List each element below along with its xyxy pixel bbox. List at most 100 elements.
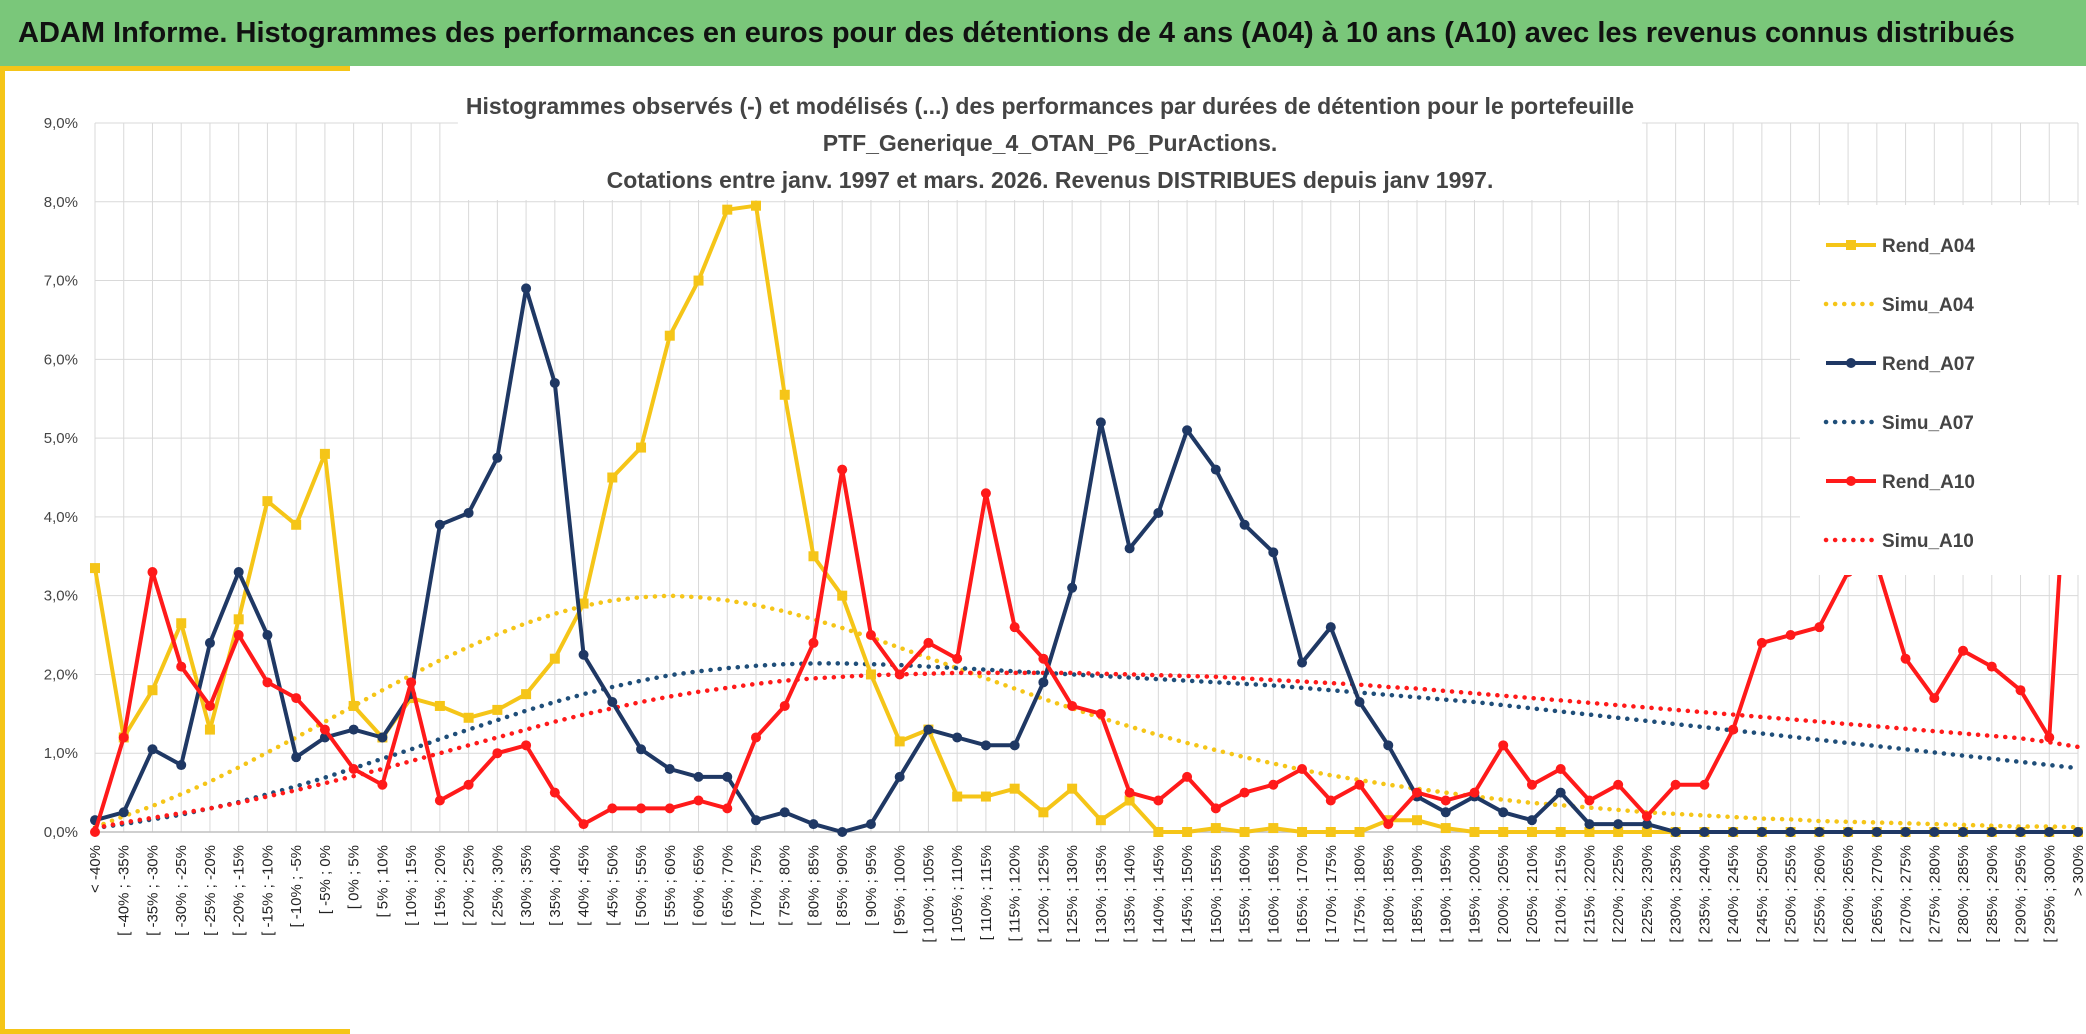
point-rend-a10	[118, 732, 129, 743]
point-rend-a07	[1526, 815, 1537, 826]
legend-marker-rend-a10	[1846, 476, 1856, 486]
x-tick-label: [ 135% ; 140%	[1122, 845, 1139, 943]
point-rend-a10	[722, 803, 733, 814]
point-rend-a07	[1325, 622, 1336, 633]
point-rend-a04	[1067, 783, 1078, 794]
point-rend-a10	[808, 637, 819, 648]
point-rend-a10	[1095, 708, 1106, 719]
y-tick-label: 3,0%	[44, 588, 78, 605]
point-rend-a04	[319, 448, 330, 459]
point-rend-a10	[1785, 630, 1796, 641]
x-tick-label: [ 210% ; 215%	[1553, 845, 1570, 943]
x-tick-label: [ 175% ; 180%	[1352, 845, 1369, 943]
x-tick-label: [ 260% ; 265%	[1840, 845, 1857, 943]
point-rend-a04	[1268, 823, 1279, 834]
point-rend-a07	[865, 819, 876, 830]
point-rend-a07	[1210, 464, 1221, 475]
point-rend-a10	[664, 803, 675, 814]
point-rend-a10	[1153, 795, 1164, 806]
legend-label-simu-a07: Simu_A07	[1882, 413, 1974, 434]
point-rend-a10	[1009, 622, 1020, 633]
x-tick-label: [ 15% ; 20%	[432, 845, 449, 926]
point-rend-a07	[808, 819, 819, 830]
x-tick-label: [ 50% ; 55%	[633, 845, 650, 926]
point-rend-a04	[262, 496, 273, 507]
chart-title-line-1: Histogrammes observés (-) et modélisés (…	[466, 93, 1634, 119]
accent-bar-left	[0, 66, 5, 1034]
point-rend-a10	[1900, 653, 1911, 664]
point-rend-a07	[2015, 827, 2026, 837]
point-rend-a07	[262, 630, 273, 641]
point-rend-a07	[1383, 740, 1394, 751]
point-rend-a07	[1297, 657, 1308, 668]
point-rend-a10	[1067, 700, 1078, 711]
point-rend-a07	[693, 771, 704, 782]
point-rend-a04	[90, 563, 100, 574]
x-tick-label: [ 0% ; 5%	[346, 845, 363, 909]
point-rend-a10	[1756, 637, 1767, 648]
point-rend-a07	[434, 519, 445, 530]
y-tick-label: 1,0%	[44, 745, 78, 762]
point-rend-a04	[693, 275, 704, 286]
point-rend-a10	[1383, 819, 1394, 830]
point-rend-a04	[607, 472, 618, 483]
point-rend-a07	[1756, 827, 1767, 837]
point-rend-a10	[865, 630, 876, 641]
point-rend-a04	[549, 653, 560, 664]
legend-label-rend-a07: Rend_A07	[1882, 354, 1975, 375]
point-rend-a04	[1641, 827, 1652, 837]
y-tick-label: 9,0%	[44, 115, 78, 132]
x-tick-label: [ 150% ; 155%	[1208, 845, 1225, 943]
point-rend-a04	[751, 200, 761, 211]
x-tick-label: [ 85% ; 90%	[834, 845, 851, 926]
point-rend-a10	[492, 748, 503, 759]
x-tick-label: [ 220% ; 225%	[1610, 845, 1627, 943]
point-rend-a07	[722, 771, 733, 782]
point-rend-a07	[1900, 827, 1911, 837]
x-tick-label: [ 140% ; 145%	[1150, 845, 1167, 943]
point-rend-a07	[377, 732, 388, 743]
point-rend-a07	[1814, 827, 1825, 837]
point-rend-a10	[147, 567, 158, 578]
point-rend-a10	[1325, 795, 1336, 806]
y-tick-label: 2,0%	[44, 666, 78, 683]
point-rend-a07	[2044, 827, 2055, 837]
point-rend-a04	[1526, 827, 1537, 837]
point-rend-a04	[1124, 795, 1135, 806]
x-tick-label: [ 205% ; 210%	[1524, 845, 1541, 943]
legend-label-simu-a10: Simu_A10	[1882, 531, 1974, 552]
point-rend-a10	[348, 763, 359, 774]
point-rend-a04	[952, 791, 963, 802]
point-rend-a10	[1986, 661, 1997, 672]
point-rend-a04	[1613, 827, 1624, 837]
point-rend-a04	[1095, 815, 1106, 826]
point-rend-a04	[1354, 827, 1365, 837]
point-rend-a04	[492, 704, 503, 715]
point-rend-a10	[434, 795, 445, 806]
point-rend-a10	[1038, 653, 1049, 664]
point-rend-a07	[1038, 677, 1049, 688]
point-rend-a10	[1354, 779, 1365, 790]
accent-bar-bottom	[0, 1029, 350, 1034]
point-rend-a07	[1785, 827, 1796, 837]
x-tick-label: [ 80% ; 85%	[805, 845, 822, 926]
point-rend-a07	[1182, 425, 1193, 436]
point-rend-a10	[204, 700, 215, 711]
point-rend-a10	[1929, 693, 1940, 704]
point-rend-a04	[636, 442, 647, 453]
point-rend-a07	[1986, 827, 1997, 837]
point-rend-a07	[1239, 519, 1250, 530]
x-tick-label: [ 240% ; 245%	[1725, 845, 1742, 943]
point-rend-a04	[865, 669, 876, 680]
x-tick-label: [ 195% ; 200%	[1466, 845, 1483, 943]
point-rend-a10	[837, 464, 848, 475]
point-rend-a07	[1699, 827, 1710, 837]
point-rend-a10	[406, 677, 417, 688]
point-rend-a07	[204, 637, 215, 648]
x-tick-label: [ 5% ; 10%	[374, 845, 391, 918]
legend-marker-rend-a07	[1846, 358, 1856, 368]
point-rend-a10	[578, 819, 589, 830]
point-rend-a07	[923, 724, 934, 735]
x-tick-label: [ 120% ; 125%	[1035, 845, 1052, 943]
x-tick-label: [ 40% ; 45%	[576, 845, 593, 926]
